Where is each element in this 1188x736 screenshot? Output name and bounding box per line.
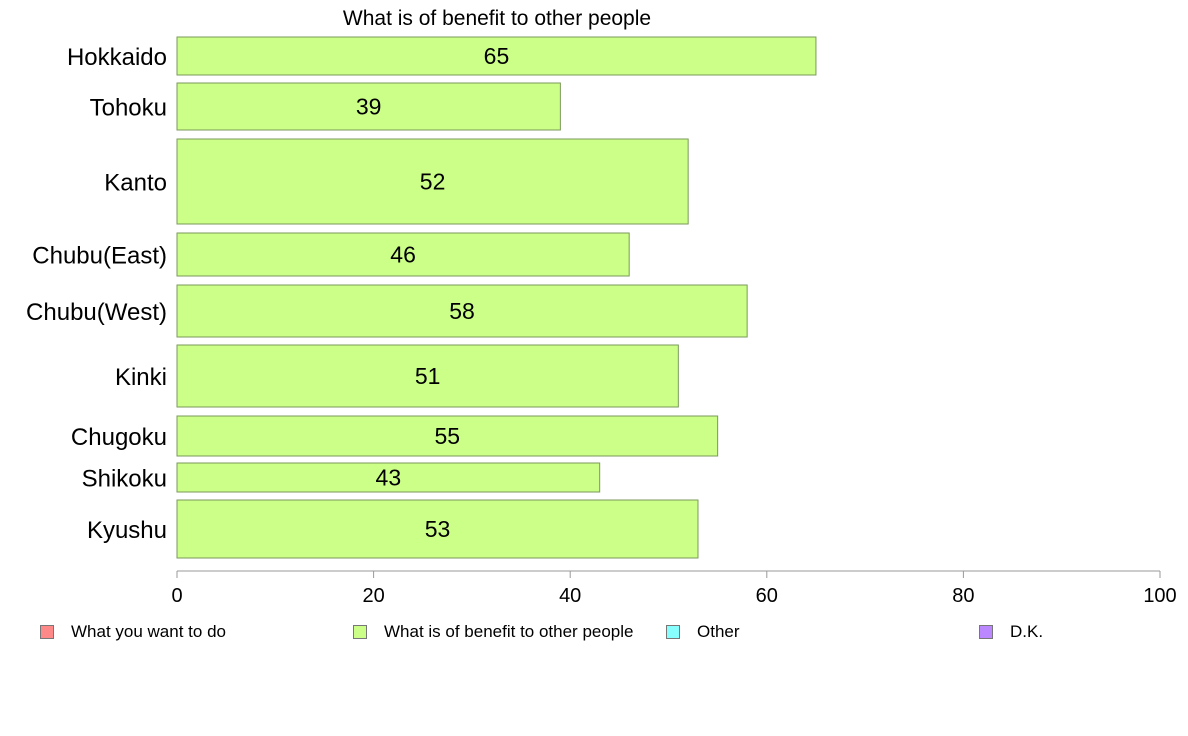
bar-tohoku — [176, 82, 561, 131]
legend-item-benefit-others: What is of benefit to other people — [353, 622, 634, 642]
legend-label: What you want to do — [71, 622, 226, 641]
x-tick-label: 0 — [171, 585, 182, 607]
category-label: Chugoku — [71, 424, 167, 451]
x-tick-label: 40 — [559, 585, 581, 607]
x-tick-label: 80 — [952, 585, 974, 607]
category-label: Shikoku — [82, 466, 167, 493]
category-label: Chubu(West) — [26, 299, 167, 326]
bar-shikoku — [176, 462, 601, 493]
bar-chubu-west — [176, 284, 748, 338]
category-label: Kyushu — [87, 517, 167, 544]
x-tick-label: 20 — [362, 585, 384, 607]
x-tick-label: 60 — [756, 585, 778, 607]
x-tick-label: 100 — [1143, 585, 1176, 607]
legend-swatch — [979, 625, 993, 639]
category-label: Kinki — [115, 364, 167, 391]
legend-label: D.K. — [1010, 622, 1044, 641]
bar-value-label: 43 — [376, 465, 402, 491]
bar-value-label: 39 — [356, 94, 382, 120]
category-label: Tohoku — [90, 95, 167, 122]
bar-value-label: 51 — [415, 363, 441, 389]
bar-chugoku — [176, 415, 719, 457]
chart-title: What is of benefit to other people — [343, 7, 651, 30]
bar-value-label: 55 — [435, 423, 461, 449]
legend-swatch — [353, 625, 367, 639]
category-label: Hokkaido — [67, 44, 167, 71]
bar-kinki — [176, 344, 679, 408]
legend-label: What is of benefit to other people — [384, 622, 634, 641]
bar-value-label: 46 — [390, 242, 416, 268]
legend: What you want to do What is of benefit t… — [0, 622, 1188, 646]
bar-value-label: 53 — [425, 516, 451, 542]
bar-chubu-east — [176, 232, 630, 277]
bar-hokkaido — [176, 36, 817, 76]
legend-label: Other — [697, 622, 740, 641]
legend-item-what-you-want: What you want to do — [40, 622, 226, 642]
category-labels: Hokkaido Tohoku Kanto Chubu(East) Chubu(West… — [26, 44, 167, 544]
bar-kanto — [176, 138, 689, 225]
category-label: Chubu(East) — [32, 243, 167, 270]
legend-item-other: Other — [666, 622, 740, 642]
legend-item-dk: D.K. — [979, 622, 1043, 642]
legend-swatch — [40, 625, 54, 639]
legend-swatch — [666, 625, 680, 639]
bar-value-label: 52 — [420, 169, 446, 195]
bar-value-label: 65 — [484, 43, 510, 69]
bars-layer: 65 39 52 46 58 51 55 43 53 — [176, 36, 817, 559]
category-label: Kanto — [104, 170, 167, 197]
bar-value-label: 58 — [449, 298, 475, 324]
bar-kyushu — [176, 499, 699, 559]
x-axis: 0 20 40 60 80 100 — [171, 570, 1177, 607]
